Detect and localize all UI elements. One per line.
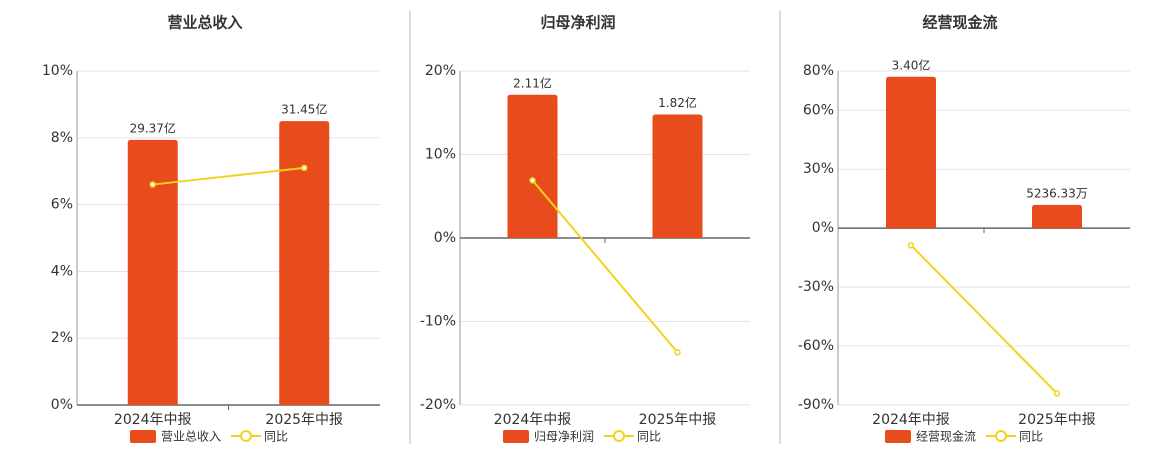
x-tick-label: 2025年中报 — [1018, 412, 1096, 428]
bar — [652, 114, 703, 238]
line-point — [674, 349, 681, 356]
legend-swatch — [130, 430, 156, 443]
y-tick-label: 10% — [42, 63, 73, 79]
bar — [127, 139, 178, 405]
line-point — [1053, 390, 1061, 397]
bar — [507, 94, 558, 238]
chart-title: 经营现金流 — [922, 14, 997, 32]
y-tick-label: 4% — [51, 263, 73, 279]
y-tick-label: 30% — [803, 161, 834, 177]
data-label: 31.45亿 — [281, 102, 327, 117]
legend-swatch — [995, 430, 1008, 442]
line — [910, 244, 1058, 395]
x-tick-label: 2024年中报 — [494, 412, 572, 428]
x-tick-label: 2024年中报 — [872, 412, 950, 428]
line-point — [149, 181, 156, 188]
data-label: 29.37亿 — [130, 120, 176, 135]
bar — [1032, 204, 1082, 229]
legend-label: 营业总收入 — [161, 430, 221, 444]
x-tick-label: 2025年中报 — [265, 412, 343, 428]
legend-swatch — [613, 430, 626, 442]
x-tick-label: 2024年中报 — [114, 412, 192, 428]
y-tick-label: 60% — [803, 102, 834, 118]
y-tick-label: -20% — [420, 397, 456, 413]
data-label: 3.40亿 — [892, 57, 931, 72]
y-tick-label: -90% — [798, 397, 834, 413]
legend-swatch — [503, 430, 529, 443]
line — [531, 179, 679, 354]
bar — [279, 121, 330, 405]
y-tick-label: 6% — [51, 197, 73, 213]
legend-swatch — [240, 430, 253, 442]
data-label: 1.82亿 — [658, 95, 697, 110]
y-tick-label: 2% — [51, 330, 73, 346]
bar — [886, 76, 936, 229]
y-tick-label: 10% — [425, 147, 456, 163]
line — [152, 166, 305, 186]
chart-title: 营业总收入 — [167, 14, 242, 32]
legend-label: 同比 — [637, 430, 661, 444]
legend-label: 归母净利润 — [534, 430, 594, 444]
line-point — [301, 164, 308, 172]
y-tick-label: 80% — [803, 63, 834, 79]
line-point — [529, 177, 536, 184]
y-tick-label: 0% — [434, 230, 456, 246]
legend-label: 同比 — [1019, 430, 1043, 444]
legend-label: 同比 — [264, 430, 288, 444]
y-tick-label: 8% — [51, 130, 73, 146]
chart-title: 归母净利润 — [540, 14, 615, 32]
y-tick-label: -30% — [798, 279, 834, 295]
legend-swatch — [885, 430, 911, 443]
y-tick-label: 0% — [812, 220, 834, 236]
data-label: 2.11亿 — [513, 75, 552, 90]
y-tick-label: 0% — [51, 397, 73, 413]
line-point — [907, 242, 915, 249]
legend-label: 经营现金流 — [916, 429, 976, 444]
y-tick-label: -60% — [798, 338, 834, 354]
x-tick-label: 2025年中报 — [639, 412, 717, 428]
y-tick-label: 20% — [425, 63, 456, 79]
data-label: 5236.33万 — [1026, 186, 1088, 200]
y-tick-label: -10% — [420, 314, 456, 330]
